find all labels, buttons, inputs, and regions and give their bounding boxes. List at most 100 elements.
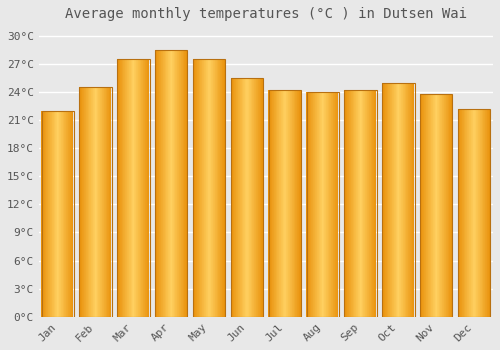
Bar [410,83,411,317]
Bar [385,83,386,317]
Bar [404,83,405,317]
Bar [351,90,352,317]
Bar [125,59,126,317]
Bar [172,50,173,317]
Bar [427,94,428,317]
Bar [176,50,177,317]
Bar [122,59,123,317]
Bar [120,59,121,317]
Bar [138,59,139,317]
Bar [287,90,288,317]
Bar [126,59,128,317]
Bar [449,94,450,317]
Bar [366,90,368,317]
Bar [269,90,301,317]
Bar [403,83,404,317]
Bar [319,92,320,317]
Bar [374,90,375,317]
Bar [476,109,477,317]
Bar [354,90,355,317]
Bar [70,111,71,317]
Bar [268,90,269,317]
Bar [185,50,186,317]
Bar [66,111,67,317]
Bar [481,109,482,317]
Bar [232,78,233,317]
Bar [89,87,90,317]
Bar [352,90,353,317]
Bar [261,78,262,317]
Bar [103,87,104,317]
Bar [62,111,63,317]
Bar [207,59,208,317]
Bar [218,59,219,317]
Bar [68,111,69,317]
Bar [108,87,109,317]
Bar [73,111,74,317]
Bar [350,90,351,317]
Bar [473,109,474,317]
Bar [255,78,256,317]
Bar [51,111,52,317]
Bar [128,59,130,317]
Bar [284,90,285,317]
Bar [273,90,274,317]
Bar [337,92,338,317]
Bar [63,111,64,317]
Bar [395,83,396,317]
Bar [209,59,210,317]
Bar [316,92,317,317]
Bar [193,59,225,317]
Bar [142,59,143,317]
Bar [297,90,298,317]
Bar [171,50,172,317]
Bar [391,83,392,317]
Bar [389,83,390,317]
Bar [143,59,144,317]
Bar [472,109,473,317]
Bar [332,92,334,317]
Bar [253,78,254,317]
Bar [88,87,89,317]
Bar [224,59,225,317]
Bar [104,87,105,317]
Bar [462,109,463,317]
Bar [422,94,423,317]
Bar [55,111,56,317]
Bar [486,109,488,317]
Bar [483,109,484,317]
Bar [478,109,479,317]
Bar [317,92,318,317]
Bar [174,50,175,317]
Bar [408,83,409,317]
Bar [406,83,407,317]
Bar [162,50,164,317]
Bar [464,109,465,317]
Bar [251,78,252,317]
Bar [470,109,471,317]
Bar [168,50,169,317]
Bar [480,109,481,317]
Bar [322,92,323,317]
Bar [361,90,362,317]
Bar [118,59,119,317]
Bar [331,92,332,317]
Bar [136,59,137,317]
Bar [458,109,490,317]
Bar [278,90,280,317]
Bar [426,94,427,317]
Bar [436,94,437,317]
Bar [334,92,336,317]
Bar [420,94,421,317]
Bar [353,90,354,317]
Bar [254,78,255,317]
Bar [216,59,217,317]
Bar [155,50,156,317]
Bar [121,59,122,317]
Bar [327,92,328,317]
Bar [158,50,160,317]
Bar [348,90,350,317]
Bar [412,83,413,317]
Bar [443,94,444,317]
Bar [270,90,271,317]
